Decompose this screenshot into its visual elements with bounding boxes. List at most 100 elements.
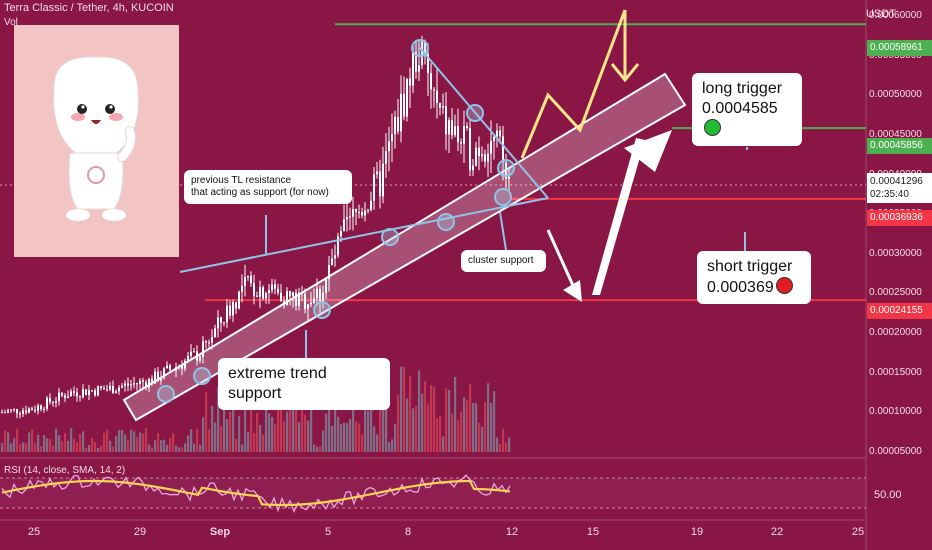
volume-bar bbox=[304, 415, 307, 452]
candle-body bbox=[97, 386, 99, 396]
date-label: Sep bbox=[209, 526, 231, 538]
candle-body bbox=[85, 389, 87, 395]
candle-body bbox=[259, 287, 261, 297]
candle-body bbox=[127, 383, 129, 386]
candle-body bbox=[193, 351, 195, 353]
volume-bar bbox=[229, 411, 232, 452]
volume-bar bbox=[289, 397, 292, 452]
volume-bar bbox=[388, 442, 391, 452]
volume-bar bbox=[145, 428, 148, 452]
volume-indicator-label: Vol bbox=[4, 17, 18, 28]
candle-body bbox=[505, 162, 507, 179]
volume-bar bbox=[160, 440, 163, 452]
volume-bar bbox=[328, 388, 331, 452]
candle-body bbox=[298, 292, 300, 307]
volume-bar bbox=[31, 429, 34, 452]
candle-body bbox=[265, 293, 267, 299]
candle-body bbox=[121, 385, 123, 388]
touch-point-marker bbox=[157, 385, 175, 403]
candle-body bbox=[415, 51, 417, 72]
candle-body bbox=[226, 305, 228, 323]
volume-bar bbox=[406, 398, 409, 452]
volume-bar bbox=[427, 403, 430, 452]
volume-bar bbox=[217, 387, 220, 452]
touch-point-marker bbox=[313, 301, 331, 319]
volume-bar bbox=[268, 413, 271, 452]
trend-channel bbox=[122, 72, 687, 422]
candle-body bbox=[67, 396, 69, 399]
volume-bar bbox=[121, 430, 124, 452]
touch-point-marker bbox=[437, 213, 455, 231]
volume-bar bbox=[94, 442, 97, 452]
candle-body bbox=[163, 368, 165, 378]
price-tag-resistance-top: 0.00058961 bbox=[867, 40, 932, 56]
price-tick-label: 0.00050000 bbox=[869, 89, 922, 101]
volume-bar bbox=[58, 435, 61, 452]
candle-body bbox=[448, 120, 450, 135]
volume-bar bbox=[142, 433, 145, 452]
candle-body bbox=[70, 391, 72, 397]
price-tick-label: 0.00020000 bbox=[869, 327, 922, 339]
short-trigger-note: short trigger 0.000369 bbox=[697, 251, 811, 304]
date-label: 8 bbox=[404, 526, 412, 538]
touch-point-marker bbox=[381, 228, 399, 246]
candle-body bbox=[316, 288, 318, 299]
candle-body bbox=[106, 389, 108, 391]
volume-bar bbox=[499, 444, 502, 452]
candle-body bbox=[301, 292, 303, 294]
candle-body bbox=[358, 211, 360, 213]
candle-body bbox=[172, 369, 174, 371]
volume-bar bbox=[10, 443, 13, 452]
candle-body bbox=[4, 412, 6, 414]
candle-body bbox=[109, 385, 111, 390]
volume-bar bbox=[361, 434, 364, 452]
candle-body bbox=[481, 154, 483, 157]
candle-body bbox=[394, 116, 396, 135]
volume-bar bbox=[331, 425, 334, 452]
candle-body bbox=[286, 290, 288, 306]
volume-bar bbox=[52, 445, 55, 452]
candle-body bbox=[445, 106, 447, 135]
price-tick-label: 0.00045000 bbox=[869, 128, 922, 140]
volume-bar bbox=[346, 423, 349, 452]
candle-body bbox=[19, 413, 21, 415]
volume-bar bbox=[100, 445, 103, 452]
candle-body bbox=[439, 103, 441, 108]
volume-bar bbox=[358, 423, 361, 452]
volume-bar bbox=[487, 383, 490, 452]
candle-body bbox=[43, 408, 45, 410]
candle-body bbox=[502, 136, 504, 163]
candle-body bbox=[151, 378, 153, 384]
date-label: 5 bbox=[324, 526, 332, 538]
volume-bar bbox=[7, 432, 10, 452]
volume-bar bbox=[256, 413, 259, 452]
candle-body bbox=[40, 405, 42, 410]
volume-bar bbox=[496, 437, 499, 452]
candle-body bbox=[64, 395, 66, 399]
candle-body bbox=[142, 380, 144, 383]
volume-bar bbox=[13, 438, 16, 452]
candle-body bbox=[292, 292, 294, 297]
volume-bar bbox=[55, 428, 58, 452]
candle-body bbox=[469, 127, 471, 171]
trend-support-note: extreme trend support bbox=[218, 358, 390, 410]
volume-bar bbox=[76, 442, 79, 452]
volume-bar bbox=[16, 428, 19, 452]
candle-body bbox=[388, 141, 390, 152]
volume-bar bbox=[73, 438, 76, 452]
candle-body bbox=[244, 277, 246, 286]
candle-body bbox=[232, 301, 234, 316]
candle-body bbox=[313, 298, 315, 304]
volume-bar bbox=[307, 420, 310, 452]
candle-body bbox=[202, 341, 204, 357]
rsi-level-label: 50.00 bbox=[874, 489, 902, 501]
volume-bar bbox=[409, 375, 412, 452]
candle-body bbox=[412, 51, 414, 86]
volume-bar bbox=[214, 422, 217, 452]
candle-body bbox=[46, 397, 48, 409]
candle-body bbox=[100, 386, 102, 388]
volume-bar bbox=[91, 438, 94, 452]
candle-body bbox=[205, 341, 207, 343]
candle-body bbox=[211, 337, 213, 343]
